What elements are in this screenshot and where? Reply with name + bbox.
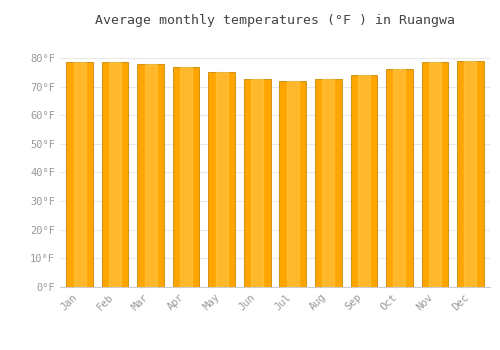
Bar xyxy=(429,62,441,287)
Bar xyxy=(322,78,334,287)
Bar xyxy=(358,75,370,287)
Bar xyxy=(144,64,156,287)
Bar xyxy=(464,61,476,287)
Bar xyxy=(422,62,448,287)
Bar xyxy=(66,62,93,287)
Bar xyxy=(350,75,377,287)
Bar xyxy=(287,82,299,287)
Bar xyxy=(394,69,406,287)
Bar xyxy=(138,64,164,287)
Bar xyxy=(216,72,228,287)
Bar xyxy=(244,79,270,287)
Bar xyxy=(315,78,342,287)
Bar xyxy=(102,62,128,287)
Bar xyxy=(180,66,192,287)
Bar xyxy=(280,82,306,287)
Bar xyxy=(74,62,86,287)
Bar xyxy=(109,62,121,287)
Bar xyxy=(173,66,200,287)
Bar xyxy=(386,69,412,287)
Bar xyxy=(457,61,484,287)
Title: Average monthly temperatures (°F ) in Ruangwa: Average monthly temperatures (°F ) in Ru… xyxy=(95,14,455,27)
Bar xyxy=(208,72,235,287)
Bar xyxy=(251,79,263,287)
